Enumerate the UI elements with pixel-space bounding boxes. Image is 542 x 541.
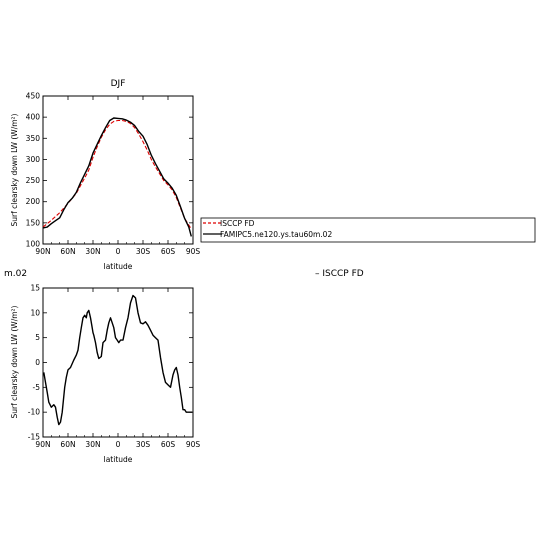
- y-tick-label: 150: [26, 218, 41, 227]
- y-tick-label: 10: [30, 308, 40, 317]
- top-x-ticks: 90N 60N 30N 0 30S 60S 90S: [35, 96, 200, 256]
- y-tick-label: 5: [35, 333, 40, 342]
- y-tick-label: 450: [26, 92, 41, 101]
- y-tick-label: -10: [28, 408, 40, 417]
- top-series-lines: [42, 117, 192, 237]
- x-tick-label: 60S: [161, 247, 176, 256]
- x-tick-label: 30N: [85, 440, 100, 449]
- bottom-series-lines: [43, 294, 193, 426]
- x-tick-label: 60S: [161, 440, 176, 449]
- y-tick-label: 300: [26, 155, 41, 164]
- series-line-1: [42, 117, 192, 237]
- y-tick-label: 400: [26, 113, 41, 122]
- legend-label-isccp: ISCCP FD: [220, 219, 255, 228]
- series-line-0: [42, 119, 192, 230]
- y-tick-label: 200: [26, 197, 41, 206]
- y-tick-label: 250: [26, 176, 41, 185]
- bottom-y-ticks: -15 -10 -5 0 5 10 15: [28, 284, 193, 442]
- y-tick-label: 350: [26, 134, 41, 143]
- y-tick-label: 15: [30, 284, 40, 293]
- bottom-y-axis-label: Surf clearsky down LW (W/m²): [10, 305, 19, 418]
- legend: ISCCP FD FAMIPC5.ne120.ys.tau60m.02: [200, 217, 536, 243]
- x-tick-label: 0: [116, 247, 121, 256]
- top-panel-title: DJF: [111, 79, 126, 89]
- x-tick-label: 60N: [60, 247, 75, 256]
- x-tick-label: 90N: [35, 247, 50, 256]
- x-tick-label: 60N: [60, 440, 75, 449]
- bottom-legend-fragment: – ISCCP FD: [315, 269, 364, 279]
- bottom-partial-title: m.02: [4, 269, 27, 279]
- bottom-panel: m.02 – ISCCP FD -15 -10 -5 0 5 10 15 90N 60N 30N…: [4, 269, 364, 464]
- bottom-x-ticks: 90N 60N 30N 0 30S 60S 90S: [35, 288, 200, 449]
- x-tick-label: 90S: [186, 440, 201, 449]
- x-tick-label: 30S: [136, 440, 151, 449]
- x-tick-label: 30N: [85, 247, 100, 256]
- legend-box: [200, 217, 536, 243]
- bottom-x-axis-label: latitude: [104, 455, 133, 464]
- legend-label-model: FAMIPC5.ne120.ys.tau60m.02: [220, 230, 332, 239]
- series-line-0: [43, 294, 193, 426]
- x-tick-label: 30S: [136, 247, 151, 256]
- y-tick-label: -5: [33, 383, 41, 392]
- y-tick-label: 0: [35, 358, 40, 367]
- top-panel: DJF 100 150 200 250 300 350 400 450 90N 60N 30N 0 3…: [10, 79, 200, 271]
- y-tick-label: 100: [26, 240, 41, 249]
- x-tick-label: 90N: [35, 440, 50, 449]
- x-tick-label: 0: [116, 440, 121, 449]
- top-y-axis-label: Surf clearsky down LW (W/m²): [10, 113, 19, 226]
- x-tick-label: 90S: [186, 247, 201, 256]
- top-y-ticks: 100 150 200 250 300 350 400 450: [26, 92, 193, 249]
- bottom-plot-frame: [42, 287, 194, 438]
- y-tick-label: -15: [28, 433, 40, 442]
- top-x-axis-label: latitude: [104, 262, 133, 271]
